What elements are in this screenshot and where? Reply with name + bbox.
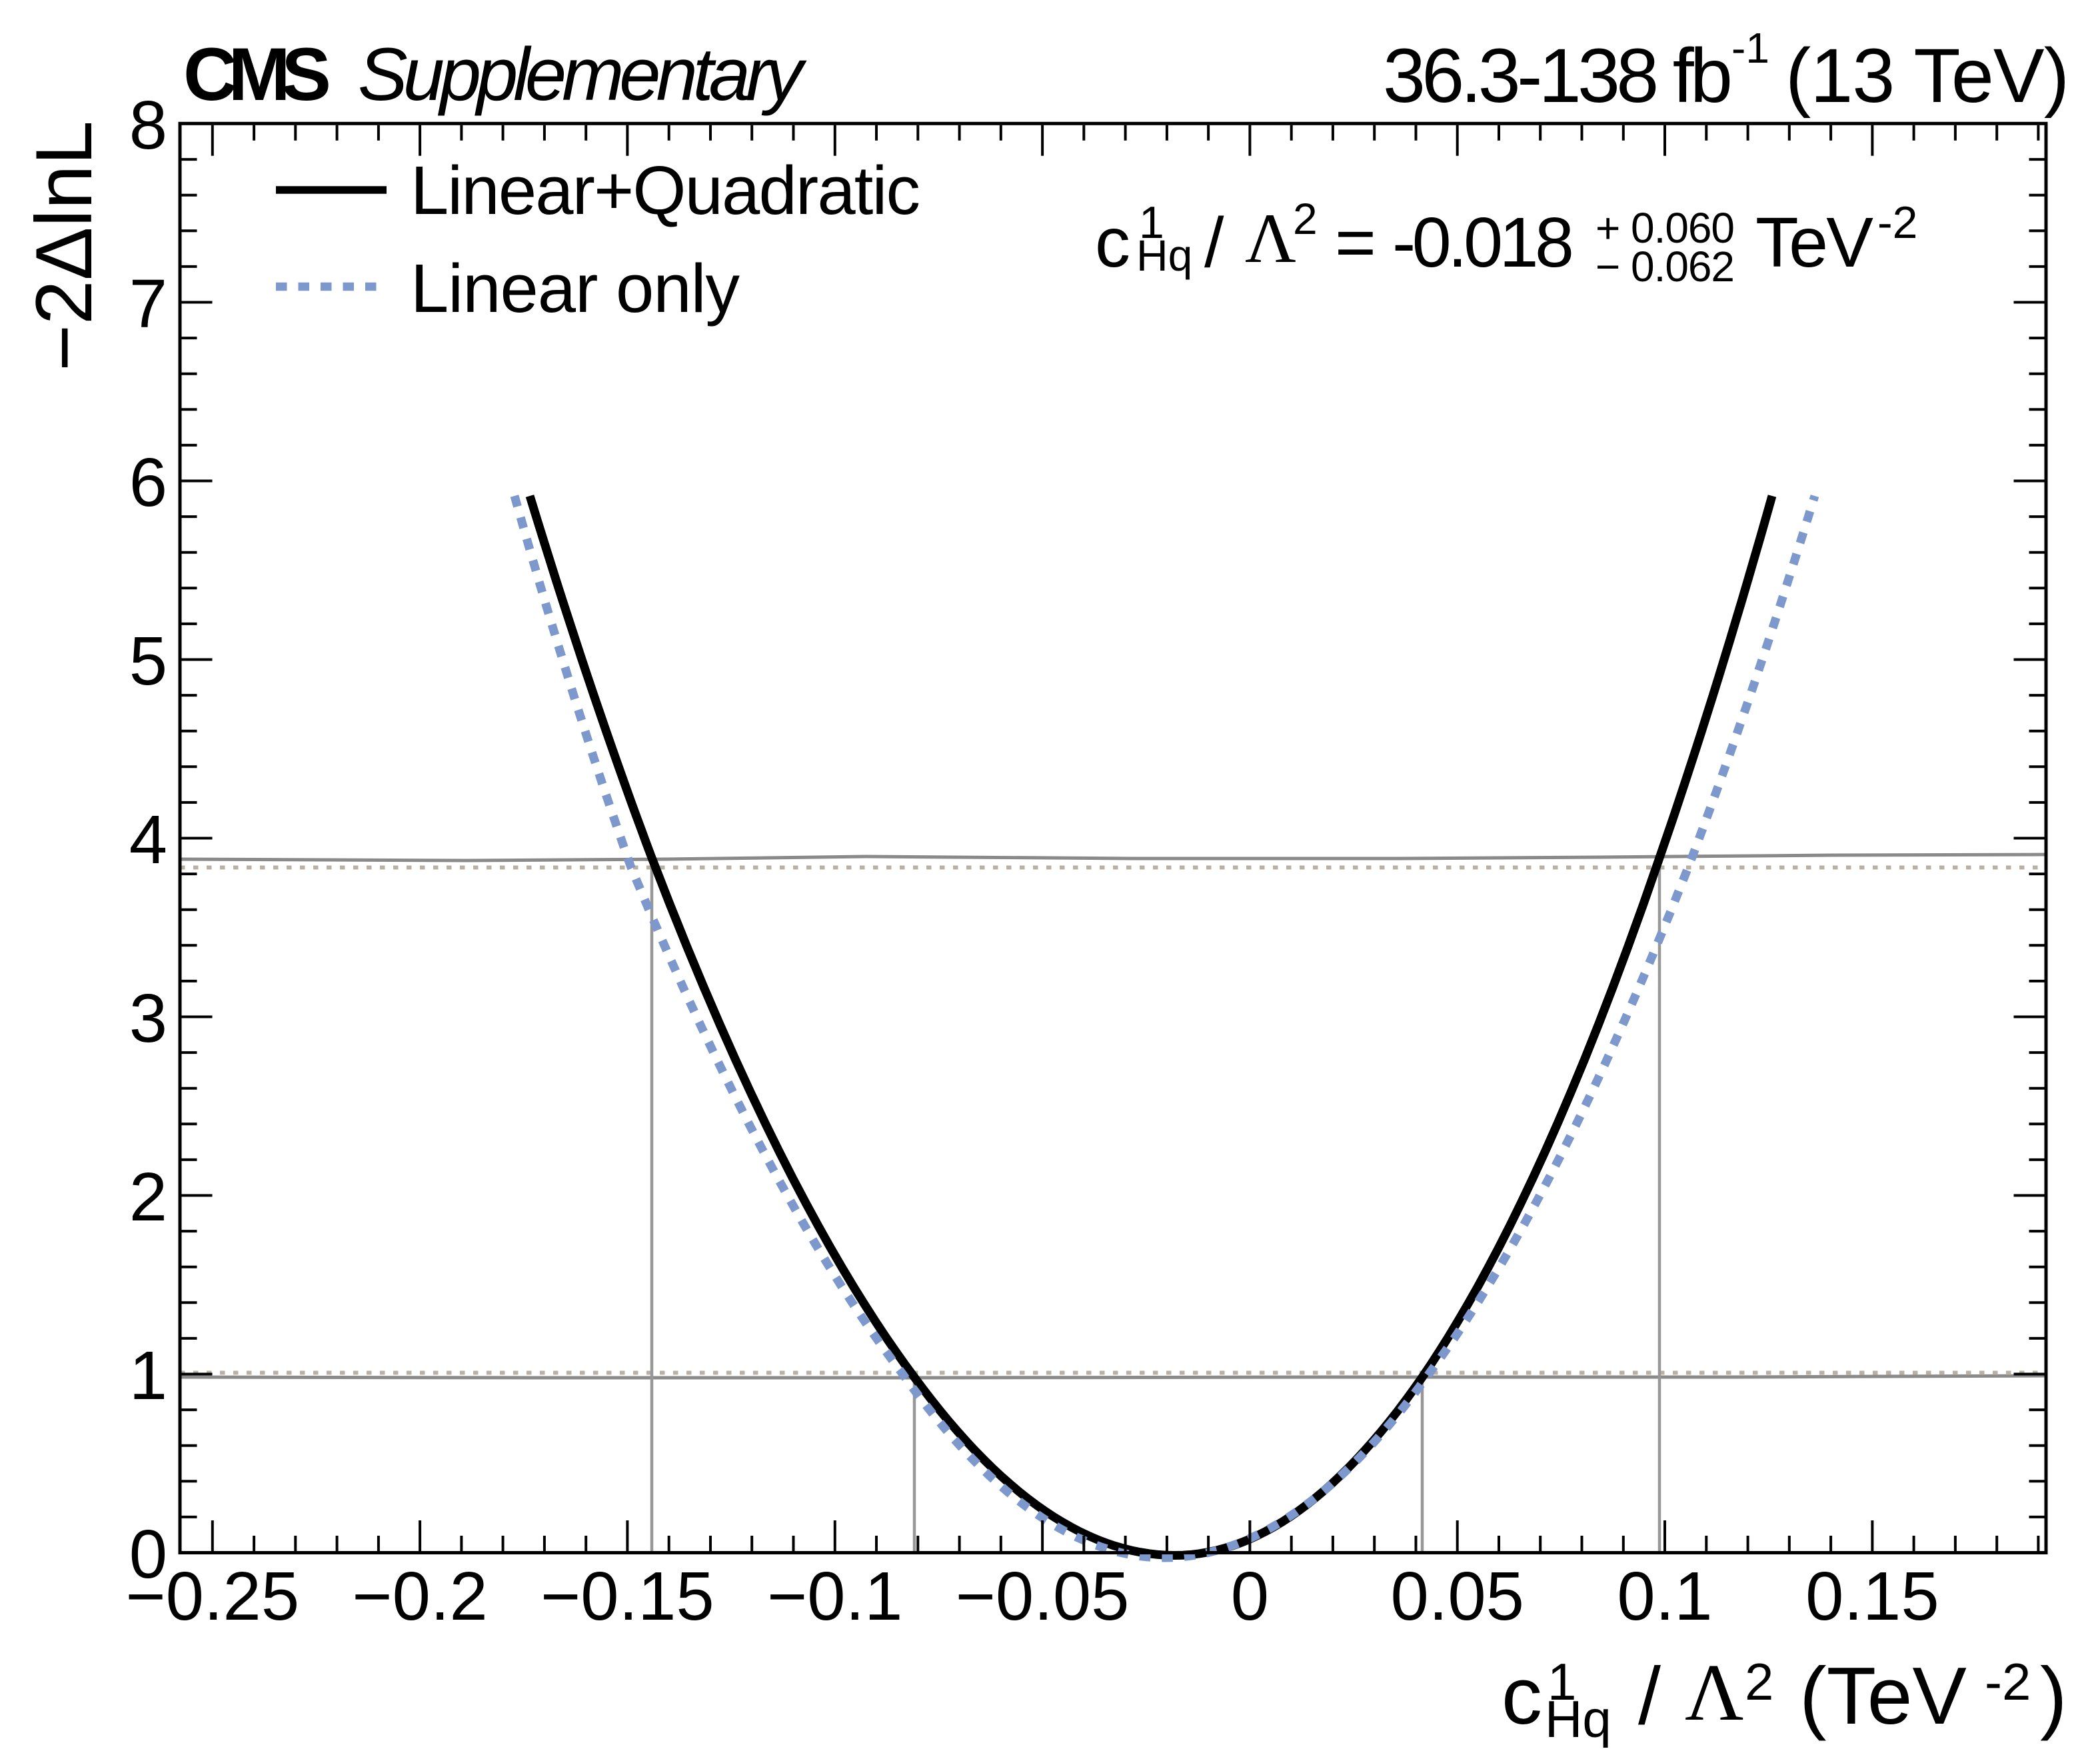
svg-text:-0.018: -0.018 bbox=[1392, 203, 1574, 282]
svg-text:Linear only: Linear only bbox=[411, 250, 740, 327]
svg-text:Λ: Λ bbox=[1685, 1648, 1743, 1738]
svg-text:−0.25: −0.25 bbox=[125, 1558, 299, 1634]
svg-text:-2: -2 bbox=[1985, 1652, 2031, 1711]
svg-text:2: 2 bbox=[1745, 1652, 1773, 1711]
svg-text:0.15: 0.15 bbox=[1805, 1558, 1939, 1634]
svg-text:7: 7 bbox=[129, 265, 167, 342]
svg-text:3: 3 bbox=[129, 980, 167, 1056]
svg-text:): ) bbox=[2040, 1650, 2067, 1741]
svg-text:8: 8 bbox=[129, 87, 167, 163]
svg-text:6: 6 bbox=[129, 444, 167, 521]
svg-text:−0.2: −0.2 bbox=[352, 1558, 487, 1634]
svg-text:36.3-138 fb: 36.3-138 fb bbox=[1383, 33, 1733, 119]
svg-text:/: / bbox=[1204, 203, 1224, 282]
svg-text:0.05: 0.05 bbox=[1390, 1558, 1524, 1634]
svg-text:-2: -2 bbox=[1877, 197, 1917, 248]
svg-text:CMS: CMS bbox=[183, 33, 331, 116]
svg-text:1: 1 bbox=[1139, 197, 1164, 248]
svg-text:(13 TeV): (13 TeV) bbox=[1785, 33, 2069, 119]
svg-text:TeV: TeV bbox=[1755, 203, 1873, 282]
svg-text:−0.1: −0.1 bbox=[767, 1558, 902, 1634]
svg-text:/: / bbox=[1638, 1650, 1661, 1741]
svg-text:4: 4 bbox=[129, 801, 167, 878]
svg-text:c: c bbox=[1095, 203, 1130, 282]
svg-text:− 0.062: − 0.062 bbox=[1595, 243, 1735, 291]
svg-text:-1: -1 bbox=[1731, 24, 1769, 72]
svg-text:2: 2 bbox=[1293, 194, 1318, 243]
svg-text:0: 0 bbox=[129, 1516, 167, 1592]
svg-text:0: 0 bbox=[1231, 1558, 1269, 1634]
svg-text:Linear+Quadratic: Linear+Quadratic bbox=[411, 152, 920, 229]
svg-text:−0.05: −0.05 bbox=[956, 1558, 1130, 1634]
svg-text:Hq: Hq bbox=[1545, 1690, 1611, 1748]
svg-text:5: 5 bbox=[129, 623, 167, 699]
svg-text:2: 2 bbox=[129, 1158, 167, 1235]
svg-text:Hq: Hq bbox=[1136, 231, 1192, 280]
svg-text:Λ: Λ bbox=[1245, 199, 1296, 277]
svg-text:−2ΔlnL: −2ΔlnL bbox=[19, 121, 109, 371]
svg-text:(TeV: (TeV bbox=[1799, 1650, 1967, 1741]
svg-text:1: 1 bbox=[1548, 1652, 1576, 1711]
svg-text:0.1: 0.1 bbox=[1617, 1558, 1712, 1634]
svg-text:Supplementary: Supplementary bbox=[358, 33, 807, 116]
svg-text:1: 1 bbox=[129, 1337, 167, 1414]
svg-text:+ 0.060: + 0.060 bbox=[1595, 204, 1735, 252]
svg-text:=: = bbox=[1335, 203, 1376, 282]
svg-text:c: c bbox=[1502, 1650, 1542, 1741]
svg-text:−0.15: −0.15 bbox=[540, 1558, 714, 1634]
